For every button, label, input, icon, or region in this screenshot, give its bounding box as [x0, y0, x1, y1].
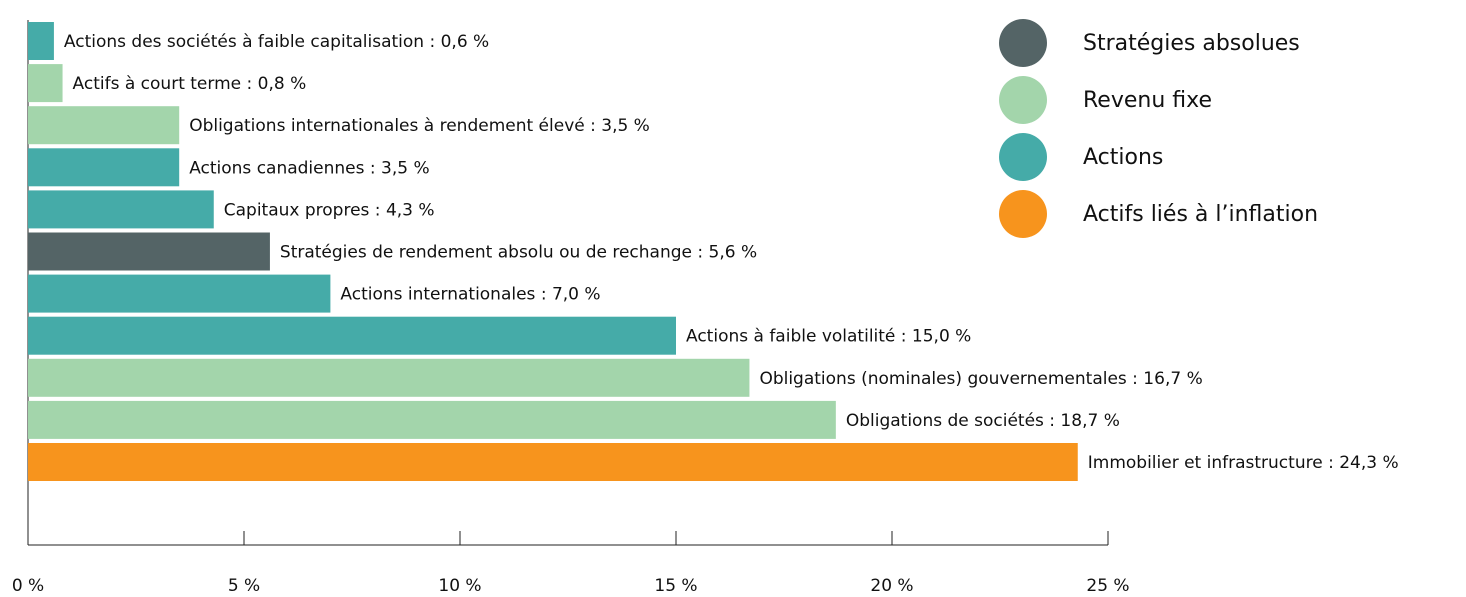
- legend-swatch: [999, 76, 1047, 124]
- legend-swatch: [999, 190, 1047, 238]
- value-label: Actions des sociétés à faible capitalisa…: [64, 32, 489, 52]
- x-tick-label: 20 %: [870, 576, 913, 596]
- value-label: Actions canadiennes : 3,5 %: [189, 158, 429, 178]
- bar: [28, 232, 270, 271]
- x-tick-label: 0 %: [12, 576, 44, 596]
- x-tick-label: 5 %: [228, 576, 260, 596]
- bar: [28, 64, 63, 103]
- value-label: Capitaux propres : 4,3 %: [224, 200, 435, 220]
- legend-swatch: [999, 133, 1047, 181]
- bar: [28, 148, 180, 187]
- legend-label: Actifs liés à l’inflation: [1083, 202, 1318, 227]
- legend-label: Revenu fixe: [1083, 88, 1212, 113]
- bar: [28, 190, 214, 229]
- bar: [28, 400, 836, 439]
- legend-label: Stratégies absolues: [1083, 31, 1300, 56]
- bar: [28, 22, 54, 60]
- x-tick-label: 10 %: [438, 576, 481, 596]
- bar: [28, 358, 750, 397]
- value-label: Obligations (nominales) gouvernementales…: [759, 369, 1202, 389]
- value-label: Stratégies de rendement absolu ou de rec…: [280, 243, 757, 263]
- x-tick-label: 25 %: [1086, 576, 1129, 596]
- value-label: Obligations de sociétés : 18,7 %: [846, 411, 1120, 431]
- bar: [28, 274, 331, 313]
- value-label: Actions internationales : 7,0 %: [340, 285, 600, 305]
- legend-swatch: [999, 19, 1047, 67]
- bar: [28, 106, 180, 145]
- value-label: Immobilier et infrastructure : 24,3 %: [1088, 453, 1399, 473]
- value-label: Actifs à court terme : 0,8 %: [73, 74, 307, 94]
- value-label: Obligations internationales à rendement …: [189, 116, 650, 136]
- bar: [28, 443, 1078, 481]
- bar: [28, 316, 676, 355]
- value-label: Actions à faible volatilité : 15,0 %: [686, 327, 971, 347]
- legend-label: Actions: [1083, 145, 1163, 170]
- x-tick-label: 15 %: [654, 576, 697, 596]
